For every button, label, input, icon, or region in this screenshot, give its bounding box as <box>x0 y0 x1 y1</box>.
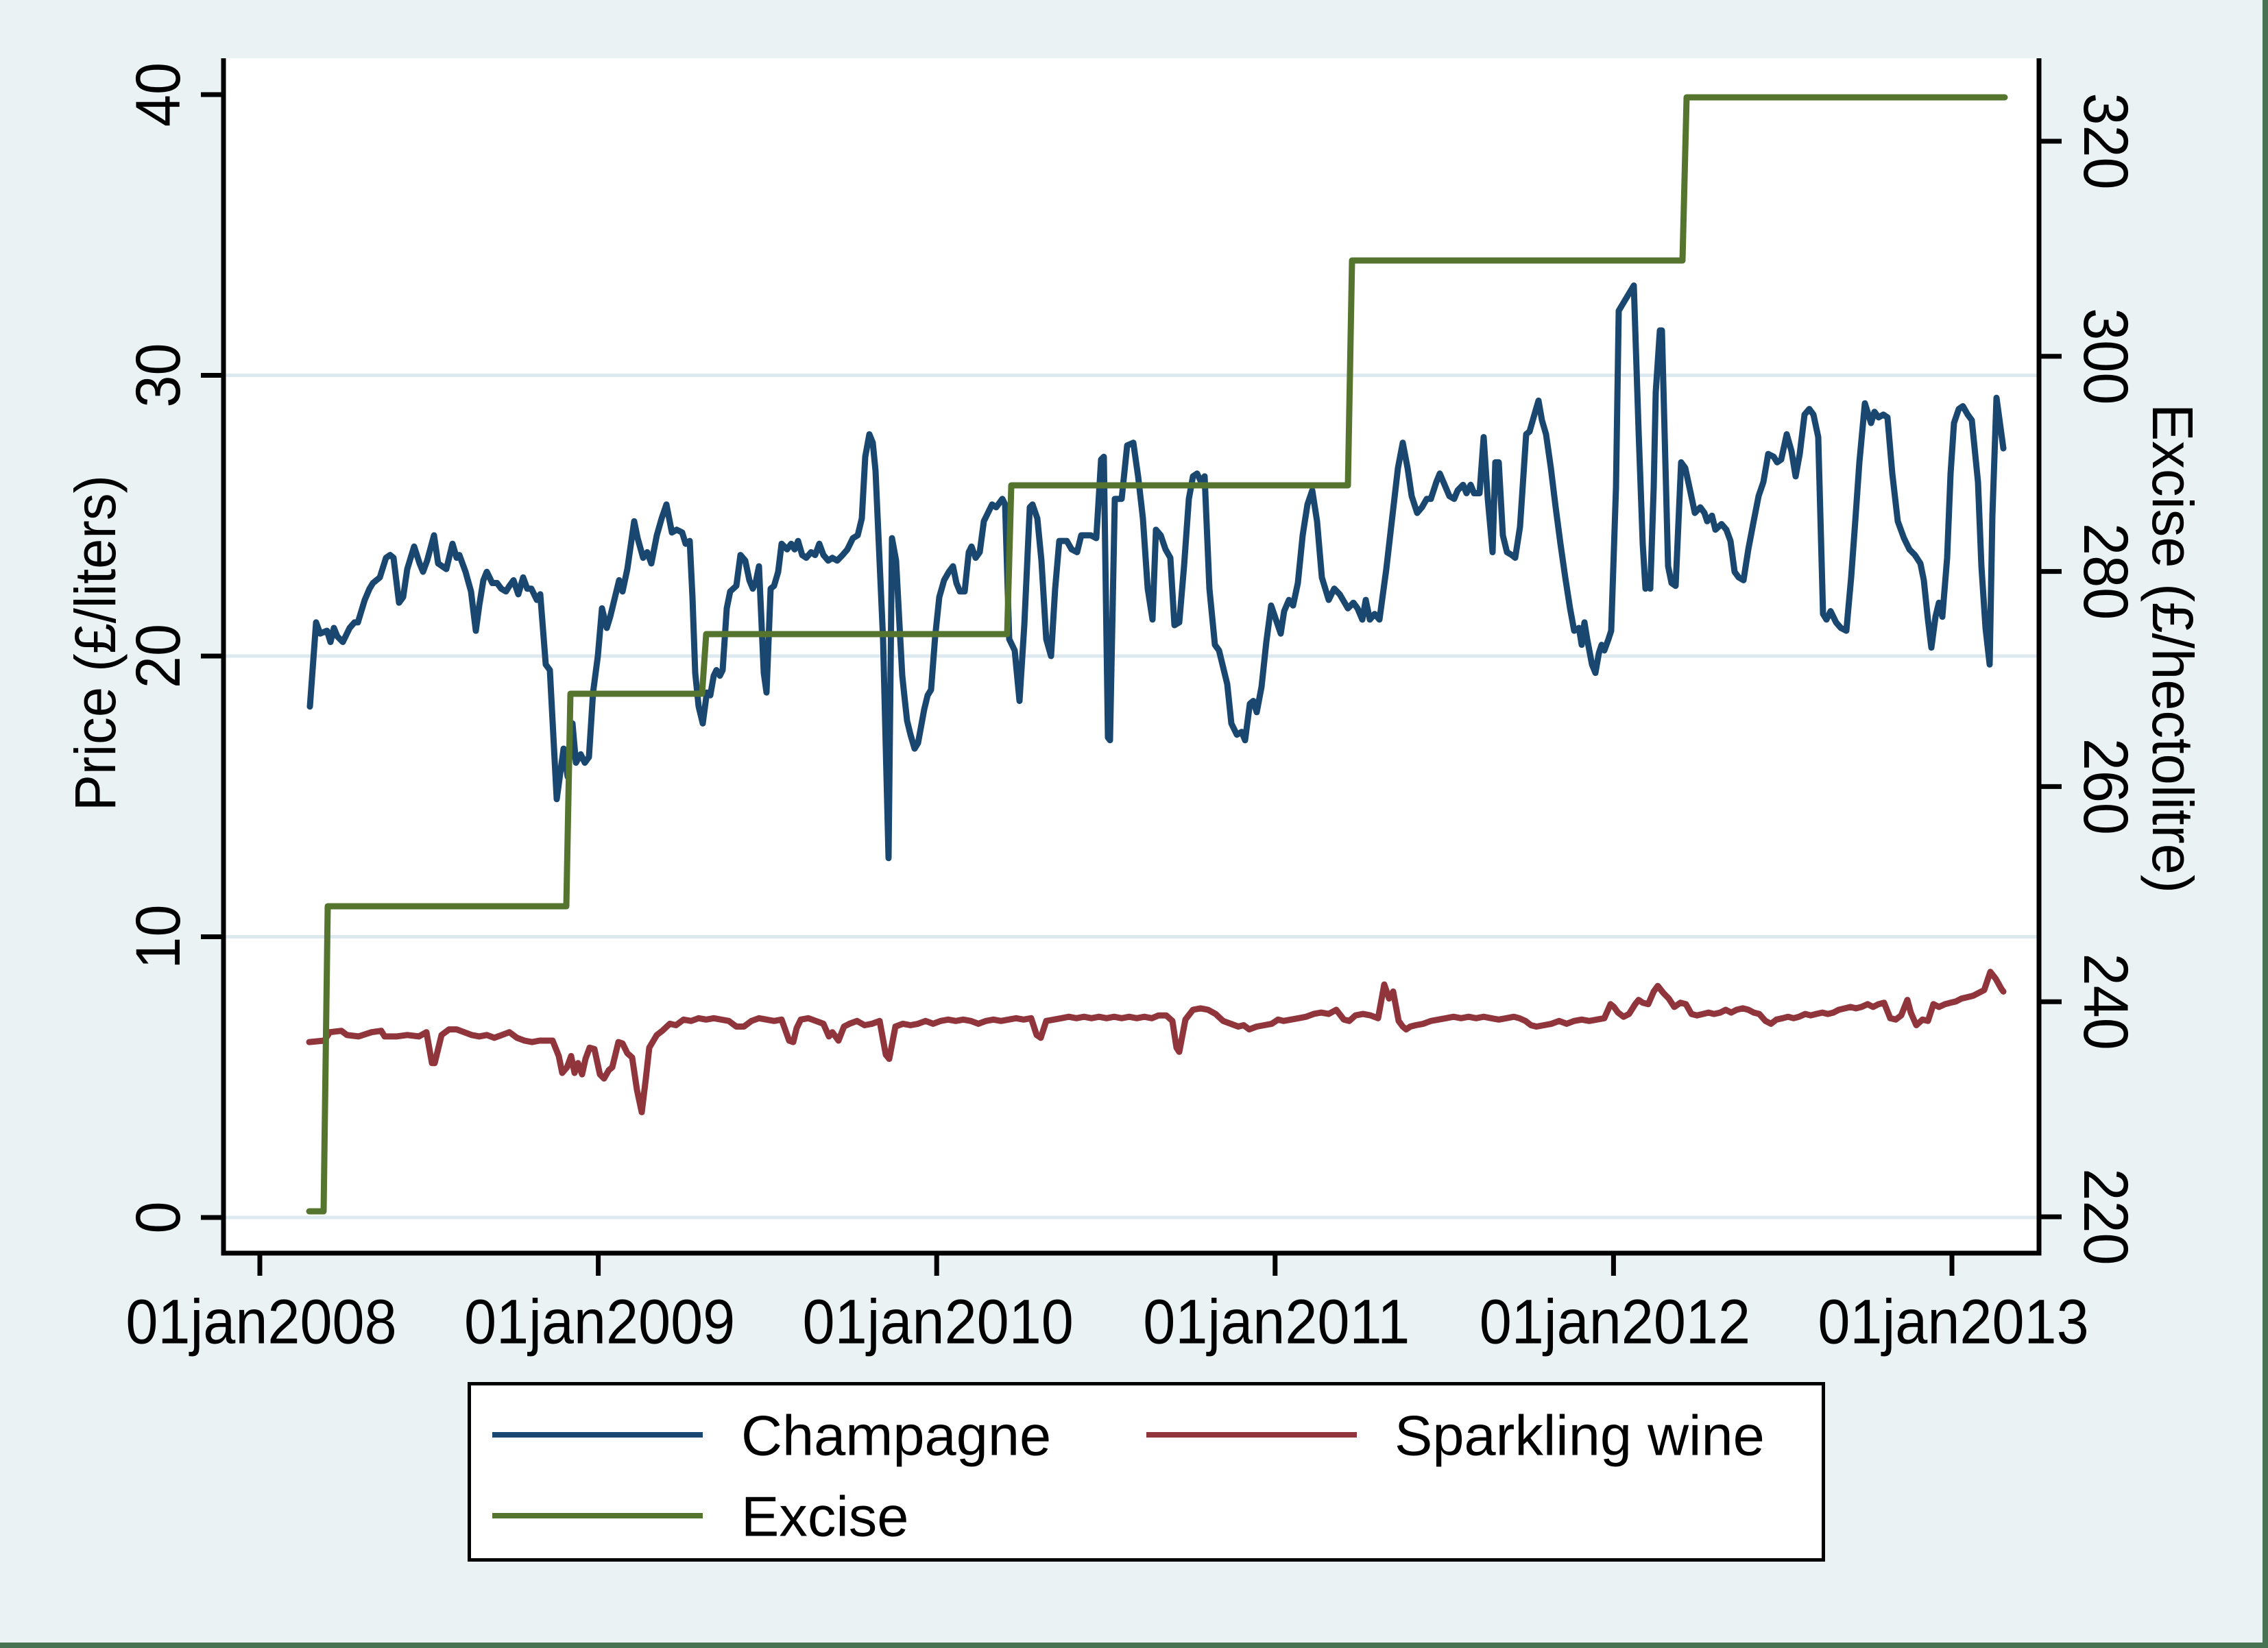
svg-text:240: 240 <box>2071 954 2141 1050</box>
svg-text:Champagne: Champagne <box>741 1404 1051 1468</box>
svg-text:01jan2012: 01jan2012 <box>1480 1286 1750 1357</box>
svg-text:220: 220 <box>2071 1168 2141 1265</box>
svg-text:Excise: Excise <box>741 1485 908 1549</box>
svg-text:30: 30 <box>123 343 193 407</box>
svg-text:Excise (£/hectolitre): Excise (£/hectolitre) <box>2140 404 2205 893</box>
svg-text:20: 20 <box>123 624 193 688</box>
svg-text:Price (£/liters): Price (£/liters) <box>64 475 128 811</box>
svg-text:40: 40 <box>123 62 193 127</box>
svg-text:01jan2011: 01jan2011 <box>1143 1286 1410 1357</box>
svg-text:260: 260 <box>2071 738 2141 835</box>
svg-text:0: 0 <box>123 1201 193 1233</box>
svg-text:Sparkling wine: Sparkling wine <box>1395 1404 1765 1468</box>
svg-text:300: 300 <box>2071 308 2141 404</box>
svg-text:01jan2013: 01jan2013 <box>1818 1286 2088 1357</box>
svg-text:10: 10 <box>123 904 193 969</box>
svg-text:01jan2008: 01jan2008 <box>125 1286 396 1357</box>
svg-text:01jan2009: 01jan2009 <box>464 1286 735 1357</box>
svg-text:320: 320 <box>2071 93 2141 189</box>
svg-text:01jan2010: 01jan2010 <box>803 1286 1074 1357</box>
svg-text:280: 280 <box>2071 523 2141 620</box>
